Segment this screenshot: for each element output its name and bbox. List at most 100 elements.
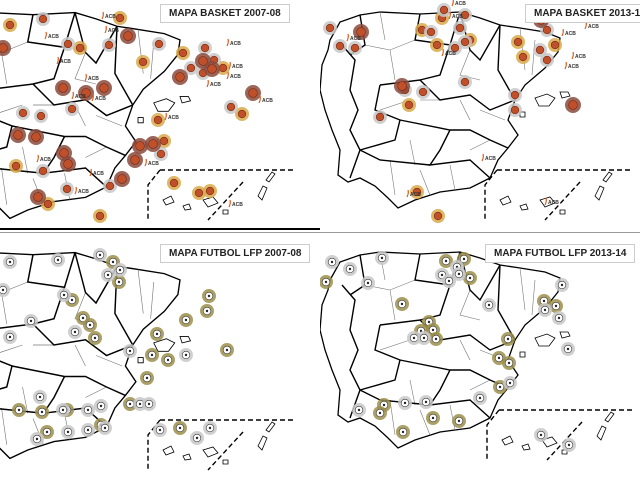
region-border (0, 408, 44, 414)
acb-logo-icon (226, 38, 229, 47)
acb-logo-icon (561, 28, 564, 37)
football-icon (320, 275, 333, 289)
football-icon (534, 428, 548, 442)
football-icon (140, 371, 154, 385)
basketball-icon (511, 35, 525, 49)
football-icon (3, 255, 17, 269)
basketball-icon (394, 78, 410, 94)
basketball-icon (458, 8, 472, 22)
football-icon (538, 303, 552, 317)
football-icon (68, 325, 82, 339)
football-icon (502, 356, 516, 370)
province-border (479, 109, 506, 121)
football-icon (161, 353, 175, 367)
basketball-icon (203, 184, 217, 198)
basketball-icon (60, 156, 76, 172)
basketball-icon (3, 18, 17, 32)
spain-map: ACB ACB ACB ACB ACB ACB ACB ACB ACB ACB ACB (320, 0, 630, 223)
acb-label: ACB (548, 200, 559, 206)
football-icon (398, 396, 412, 410)
acb-logo-icon (206, 79, 209, 88)
football-icon (3, 330, 17, 344)
basketball-icon (224, 100, 238, 114)
basketball-icon (508, 103, 522, 117)
acb-logo-icon (226, 71, 229, 80)
map-basket-2013-14: ACB ACB ACB ACB ACB ACB ACB ACB ACB ACB ACB MAPA B… (320, 0, 640, 240)
province-border (1, 292, 8, 325)
basketball-icon (172, 69, 188, 85)
region-border (379, 319, 516, 351)
province-border (469, 379, 491, 391)
acb-logo-icon (144, 158, 147, 167)
football-icon (220, 343, 234, 357)
basketball-icon (176, 46, 190, 60)
acb-label: ACB (95, 96, 106, 102)
province-border (519, 267, 526, 311)
acb-logo-icon (101, 11, 104, 20)
map-title: MAPA BASKET 2007-08 (160, 4, 290, 23)
canary-islands-inset (484, 169, 630, 221)
football-icon (123, 344, 137, 358)
football-icon (0, 283, 10, 297)
acb-logo-icon (448, 11, 451, 20)
province-border (22, 146, 29, 174)
football-icon (501, 332, 515, 346)
football-icon (94, 399, 108, 413)
basketball-icon (120, 28, 136, 44)
basketball-icon (204, 61, 220, 77)
acb-logo-icon (228, 199, 231, 208)
acb-logo-icon (228, 61, 231, 70)
basketball-icon (114, 171, 130, 187)
football-icon (179, 313, 193, 327)
football-icon (482, 298, 496, 312)
football-icon (417, 331, 431, 345)
acb-logo-icon (104, 25, 107, 34)
football-icon (429, 332, 443, 346)
basketball-icon (151, 113, 165, 127)
basketball-icon (333, 39, 347, 53)
football-icon (173, 421, 187, 435)
acb-label: ACB (168, 115, 179, 121)
basketball-icon (34, 109, 48, 123)
football-icon (396, 425, 410, 439)
football-icon (101, 268, 115, 282)
basketball-icon (10, 127, 26, 143)
acb-logo-icon (89, 168, 92, 177)
basketball-icon (132, 138, 148, 154)
province-border (137, 269, 144, 314)
football-icon (463, 271, 477, 285)
acb-logo-icon (451, 0, 454, 7)
spain-map: ACB ACB ACB ACB ACB ACB ACB ACB ACB ACB ACB ACB ACB A… (0, 11, 293, 223)
basketball-icon (348, 41, 362, 55)
province-border (419, 169, 431, 196)
region-border (419, 44, 451, 81)
basketball-icon (548, 38, 562, 52)
province-border (419, 409, 431, 436)
basketball-icon (235, 107, 249, 121)
acb-label: ACB (93, 171, 104, 177)
basketball-icon (55, 80, 71, 96)
acb-label: ACB (410, 192, 421, 198)
football-icon (112, 275, 126, 289)
acb-logo-icon (544, 197, 547, 206)
province-border (459, 49, 481, 81)
province-border (95, 355, 123, 367)
basketball-icon (458, 75, 472, 89)
region-border (379, 79, 516, 111)
basketball-icon (36, 164, 50, 178)
acb-logo-icon (406, 189, 409, 198)
basketball-icon (448, 41, 462, 55)
province-border (150, 281, 155, 319)
acb-logo-icon (91, 93, 94, 102)
region-border (74, 252, 118, 305)
province-border (22, 386, 29, 414)
football-icon (190, 431, 204, 445)
province-border (85, 146, 107, 158)
region-border (399, 119, 509, 149)
spain-map (320, 251, 632, 461)
map-futbol-2013-14: MAPA FUTBOL LFP 2013-14 (320, 240, 640, 480)
basketball-icon (431, 209, 445, 223)
basketball-icon (184, 61, 198, 75)
province-border (389, 49, 396, 81)
football-icon (33, 390, 47, 404)
